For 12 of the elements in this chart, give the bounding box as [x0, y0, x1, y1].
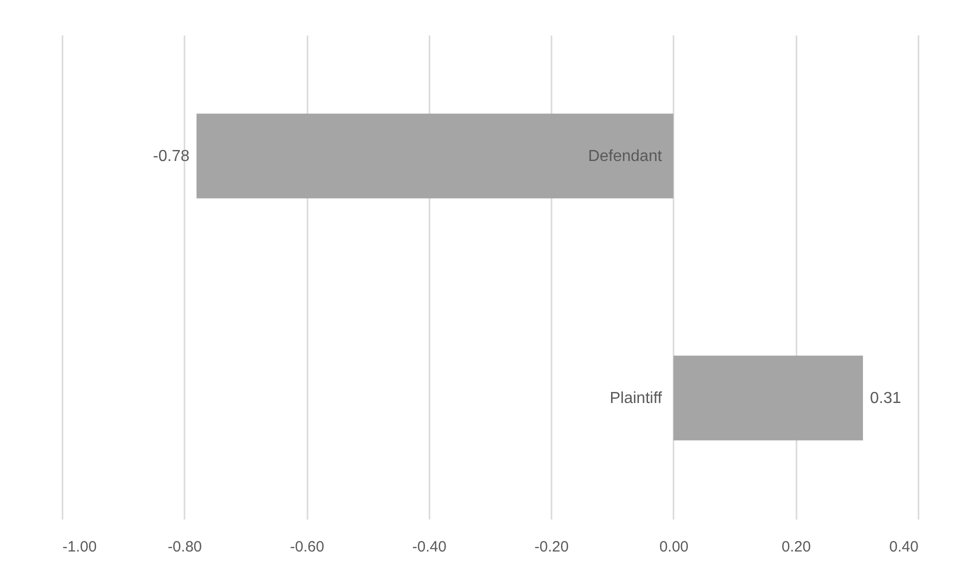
x-tick-label: -0.60 [290, 538, 324, 556]
y-tick-label: Plaintiff [610, 390, 662, 407]
x-tick-label: 0.00 [659, 538, 689, 556]
x-tick-label: -1.00 [62, 538, 97, 556]
data-label: 0.31 [870, 390, 902, 407]
x-tick-label: 0.40 [889, 538, 918, 556]
x-tick-label: 0.20 [782, 538, 811, 556]
x-tick-label: -0.80 [168, 538, 202, 556]
x-tick-label: -0.40 [412, 538, 446, 556]
x-tick-label: -0.20 [534, 538, 569, 556]
data-label: -0.78 [153, 148, 190, 165]
y-tick-label: Defendant [588, 148, 662, 165]
